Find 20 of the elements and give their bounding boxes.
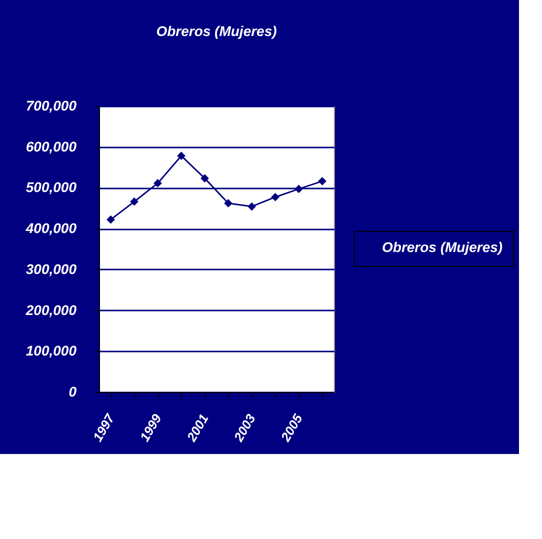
text: Obreros (Mujeres) xyxy=(382,239,503,255)
point xyxy=(177,152,186,160)
point xyxy=(130,197,138,206)
point xyxy=(294,184,303,194)
y-tick-label: 700,000 xyxy=(26,98,77,114)
y-tick-label: 0 xyxy=(68,384,77,400)
point xyxy=(106,215,115,224)
chart-title: Obreros (Mujeres) xyxy=(156,23,278,39)
point xyxy=(224,199,232,208)
y-tick-label: 500,000 xyxy=(26,179,77,196)
y-tick-label: 200,000 xyxy=(24,302,77,318)
y-tick-label: 600,000 xyxy=(26,138,77,154)
y-tick-label: 300,000 xyxy=(26,260,77,277)
point xyxy=(248,202,256,211)
point xyxy=(200,174,209,182)
point xyxy=(318,176,326,186)
point xyxy=(154,179,162,188)
y-tick-label: 100,000 xyxy=(26,342,77,359)
point xyxy=(271,192,280,202)
y-tick-label: 400,000 xyxy=(24,220,77,236)
